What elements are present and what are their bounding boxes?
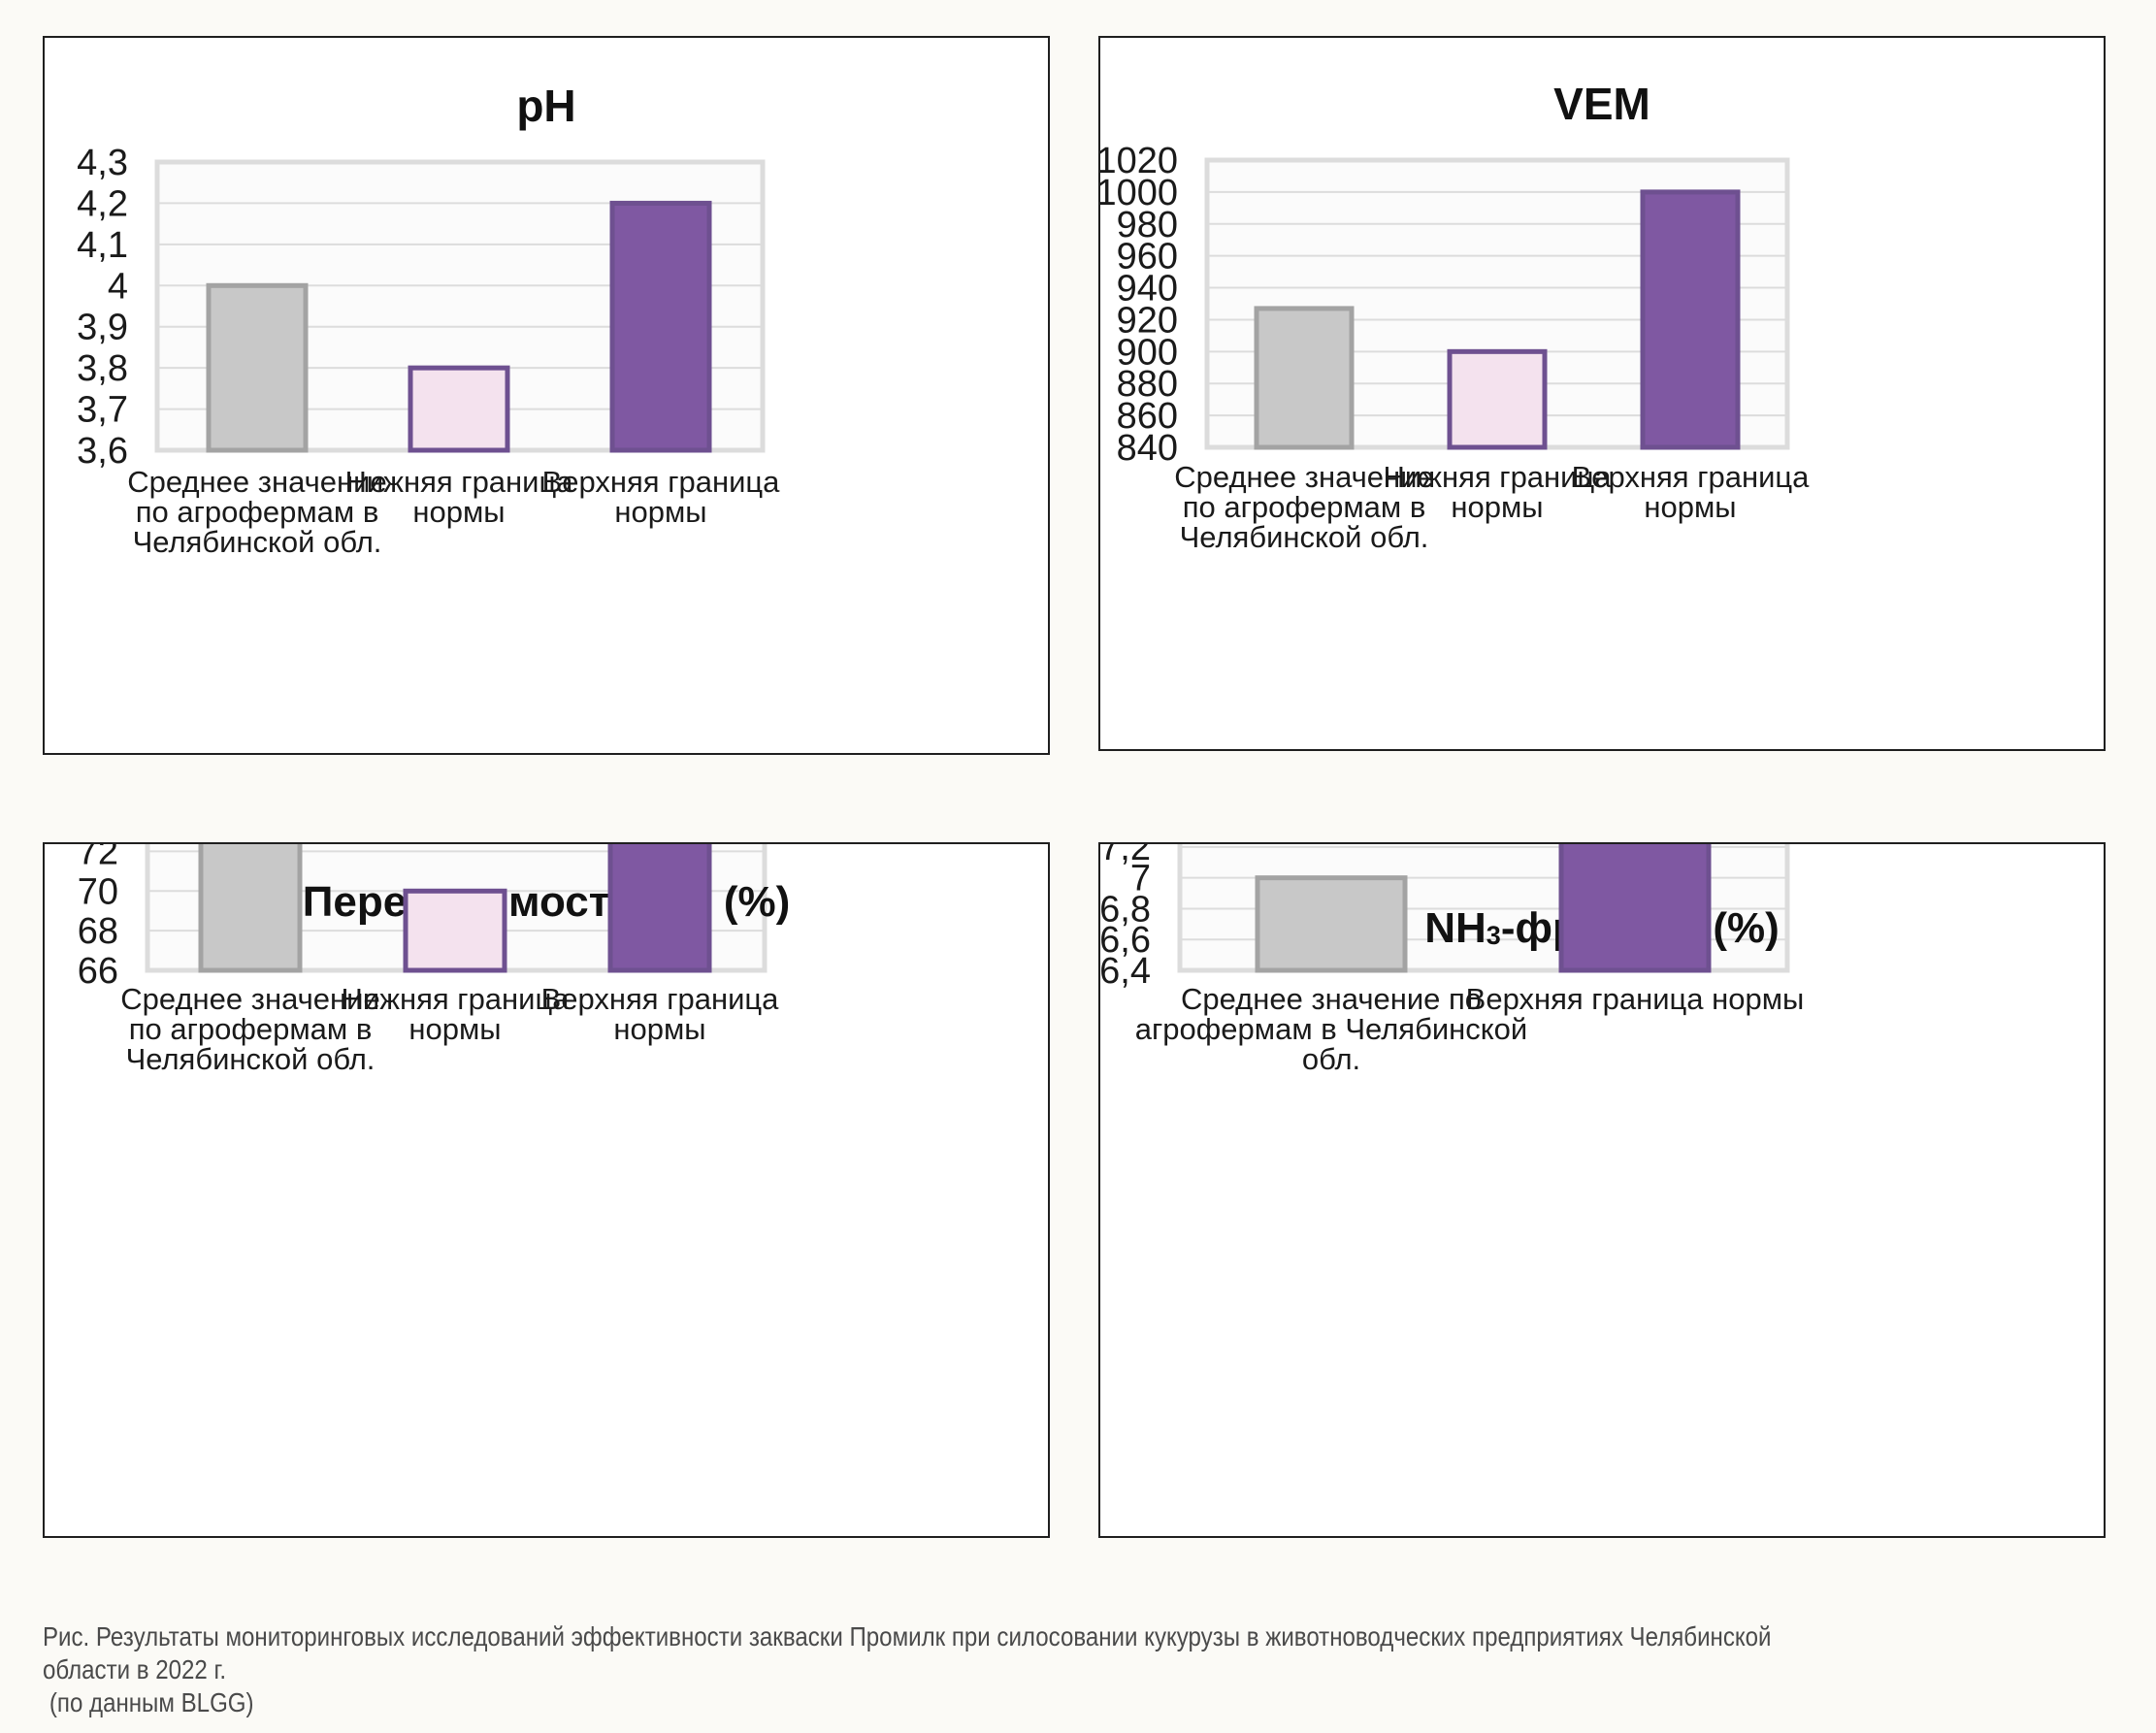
bar: [609, 200, 712, 453]
y-tick-label: 4,3: [77, 143, 128, 183]
bar: [1254, 306, 1355, 450]
chart-title: Переваримость ОВ (%): [303, 878, 791, 926]
y-tick-label: 920: [1117, 300, 1178, 341]
y-tick-label: 7,2: [1100, 844, 1151, 868]
bar: [408, 365, 510, 453]
y-tick-label: 4: [108, 266, 128, 307]
y-tick-label: 4,1: [77, 225, 128, 266]
chart-ph: 3,63,73,83,944,14,24,3 pH Среднее значение…: [77, 81, 781, 559]
chart-panel-digestibility: 6668707274767880Переваримость ОВ (%)Сред…: [43, 842, 1050, 1538]
x-category-label: Верхняя граница нормы: [1572, 460, 1811, 524]
chart-title: pH: [516, 81, 575, 131]
y-tick-label: 900: [1117, 332, 1178, 373]
chart-panel-vem: 840 860 880 900 920 940 960 980 1000 1020 VEM Средн…: [1098, 36, 2106, 751]
bar: [1447, 348, 1548, 450]
y-tick-label: 3,6: [77, 431, 128, 472]
y-tick-label: 4,2: [77, 183, 128, 224]
caption-line-1: Рис. Результаты мониторинговых исследова…: [43, 1621, 1772, 1684]
bar: [403, 888, 507, 973]
y-tick-label: 940: [1117, 269, 1178, 310]
x-category-label: Среднее значение по агрофермам в Челябинск…: [120, 982, 379, 1076]
y-tick-label: 3,9: [77, 308, 128, 348]
x-category-label: Среднее значение по агрофермам в Челябинск…: [1174, 460, 1433, 554]
y-tick-label: 3,7: [77, 390, 128, 431]
chart-title: VEM: [1553, 79, 1650, 129]
bar: [607, 844, 712, 973]
y-tick-label: 860: [1117, 396, 1178, 437]
y-tick-label: 6,8: [1100, 889, 1151, 930]
y-tick-label: 72: [78, 844, 118, 872]
y-tick-label: 6,4: [1100, 951, 1151, 992]
y-tick-label: 7: [1130, 859, 1151, 899]
x-category-label: Нижняя граница нормы: [342, 982, 571, 1046]
y-tick-label: 66: [78, 951, 118, 992]
x-category-label: Среднее значение по агрофермам в Челябинс…: [1135, 982, 1527, 1076]
caption-line-2: (по данным BLGG): [49, 1687, 254, 1717]
y-tick-label: 1000: [1100, 173, 1178, 213]
bar: [198, 844, 303, 973]
y-tick-label: 880: [1117, 364, 1178, 405]
y-tick-label: 68: [78, 911, 118, 952]
y-tick-label: 70: [78, 871, 118, 912]
y-tick-label: 1020: [1100, 141, 1178, 181]
x-category-label: Верхняя граница нормы: [541, 982, 780, 1046]
x-category-label: Нижняя граница нормы: [345, 465, 574, 529]
y-tick-label: 960: [1117, 237, 1178, 278]
y-tick-label: 980: [1117, 205, 1178, 245]
x-category-label: Нижняя граница нормы: [1384, 460, 1613, 524]
y-tick-label: 840: [1117, 428, 1178, 469]
chart-panel-ph: 3,6 3,7 3,8 3,9 4 4,1 4,2 4,3 pH Среднее значение…: [43, 36, 1050, 755]
x-category-label: Среднее значение по агрофермам в Челябинск…: [127, 465, 386, 559]
bar: [1255, 875, 1408, 973]
chart-digestibility: 6668707274767880Переваримость ОВ (%)Сред…: [78, 844, 791, 1076]
y-tick-label: 3,8: [77, 348, 128, 389]
figure-caption: Рис. Результаты мониторинговых исследова…: [43, 1620, 1795, 1719]
x-category-label: Верхняя граница нормы: [542, 465, 781, 529]
x-category-label: Верхняя граница нормы: [1466, 982, 1805, 1016]
bar: [206, 282, 309, 453]
y-tick-label: 6,6: [1100, 920, 1151, 961]
bar: [1558, 844, 1712, 973]
bar: [1640, 189, 1741, 450]
